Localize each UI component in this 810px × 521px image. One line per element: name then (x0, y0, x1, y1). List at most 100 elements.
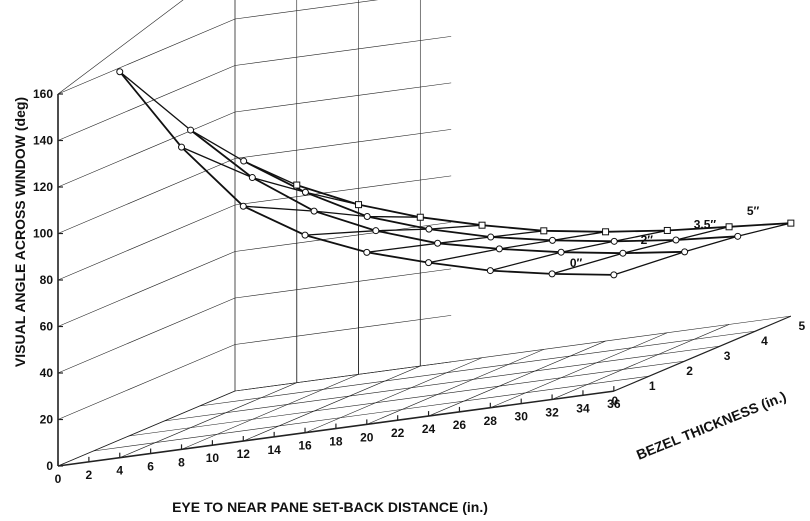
series-line (119, 71, 614, 276)
left-wall-top-line (57, 0, 184, 95)
cross-line (304, 224, 483, 236)
floor-gridline (119, 382, 297, 458)
series-label: 5″ (747, 204, 760, 218)
left-wall-gridline (57, 18, 236, 95)
data-point (293, 181, 301, 189)
cross-line (181, 146, 359, 206)
surface-mesh: 0″2″3.5″5″ (119, 71, 791, 276)
data-point (239, 202, 247, 210)
data-point (310, 207, 318, 215)
x-tick-label: 34 (576, 401, 590, 415)
data-point (787, 219, 795, 227)
data-point (557, 248, 565, 256)
floor-gridline (428, 340, 606, 417)
x-tick-label: 32 (545, 405, 559, 419)
data-point (363, 248, 371, 256)
series-line (296, 184, 791, 233)
back-wall-gridline (234, 268, 452, 299)
data-point (487, 233, 495, 241)
back-wall-gridline (234, 82, 452, 113)
x-tick-label: 24 (422, 422, 436, 436)
floor-gridline (199, 330, 756, 407)
data-point (301, 188, 309, 196)
z-tick-label: 2 (686, 364, 693, 378)
data-point (495, 245, 503, 253)
series-line (190, 129, 685, 255)
floor-grid (57, 315, 792, 467)
data-point (734, 232, 742, 240)
y-tick-label: 60 (40, 320, 54, 334)
y-tick-label: 100 (33, 227, 53, 241)
x-tick-label: 10 (206, 451, 220, 465)
x-tick-label: 8 (178, 455, 185, 469)
data-point (416, 213, 424, 221)
data-point (672, 236, 680, 244)
data-point (548, 236, 556, 244)
data-point (478, 221, 486, 229)
x-tick-label: 30 (515, 410, 529, 424)
x-tick-label: 22 (391, 426, 405, 440)
left-wall-gridline (57, 297, 236, 374)
back-wall-gridline (234, 315, 452, 345)
x-tick-label: 0 (55, 472, 62, 486)
data-point (610, 237, 618, 245)
y-tick-label: 20 (40, 413, 54, 427)
cross-line (119, 71, 298, 186)
cross-line (613, 222, 791, 276)
data-point (663, 226, 671, 234)
left-wall-gridline (57, 111, 236, 188)
data-point (301, 231, 309, 239)
x-tick-label: 28 (484, 414, 498, 428)
data-point (602, 228, 610, 236)
z-tick-label: 3 (724, 349, 731, 363)
left-wall-gridline (57, 344, 236, 420)
x-tick-label: 4 (116, 464, 123, 478)
back-wall-gridline (234, 129, 452, 159)
x-tick-label: 14 (267, 443, 281, 457)
data-point (610, 271, 618, 279)
x-axis-label: EYE TO NEAR PANE SET-BACK DISTANCE (in.) (172, 499, 488, 515)
floor-gridline (234, 315, 791, 392)
data-point (178, 143, 186, 151)
floor-gridline (551, 324, 730, 400)
left-wall-gridline (57, 251, 236, 327)
floor-gridline (366, 349, 544, 425)
left-wall-gridline (57, 158, 236, 234)
x-tick-label: 18 (329, 435, 343, 449)
floor-right-edge (613, 315, 792, 392)
y-axis-label: VISUAL ANGLE ACROSS WINDOW (deg) (12, 97, 28, 367)
cross-line (366, 230, 544, 253)
y-tick-label: 160 (33, 87, 53, 101)
data-point (372, 227, 380, 235)
back-wall-gridline (234, 0, 379, 20)
back-wall-gridline (234, 222, 452, 252)
y-tick-label: 140 (33, 134, 53, 148)
x-tick-label: 2 (86, 468, 93, 482)
z-tick-label: 4 (761, 334, 768, 348)
floor-gridline (490, 332, 668, 409)
floor-gridline (243, 365, 421, 442)
data-point (187, 126, 195, 134)
x-tick-label: 6 (147, 460, 154, 474)
back-wall-gridline (234, 175, 452, 206)
y-tick-label: 120 (33, 180, 53, 194)
left-wall-gridline (57, 390, 236, 467)
back-wall-gridline (234, 36, 452, 66)
z-tick-label: 5 (798, 319, 805, 333)
series-line (243, 160, 738, 243)
y-tick-label: 40 (40, 366, 54, 380)
surface-points (116, 68, 795, 279)
cross-line (490, 229, 668, 272)
left-wall-gridline (57, 204, 236, 281)
cross-line (551, 226, 730, 275)
z-tick-label: 0 (611, 394, 618, 408)
data-point (486, 267, 494, 275)
data-point (248, 174, 256, 182)
data-point (548, 270, 556, 278)
z-axis-label: BEZEL THICKNESS (in.) (634, 388, 788, 463)
data-point (425, 225, 433, 233)
data-point (619, 249, 627, 257)
data-point (355, 201, 363, 209)
